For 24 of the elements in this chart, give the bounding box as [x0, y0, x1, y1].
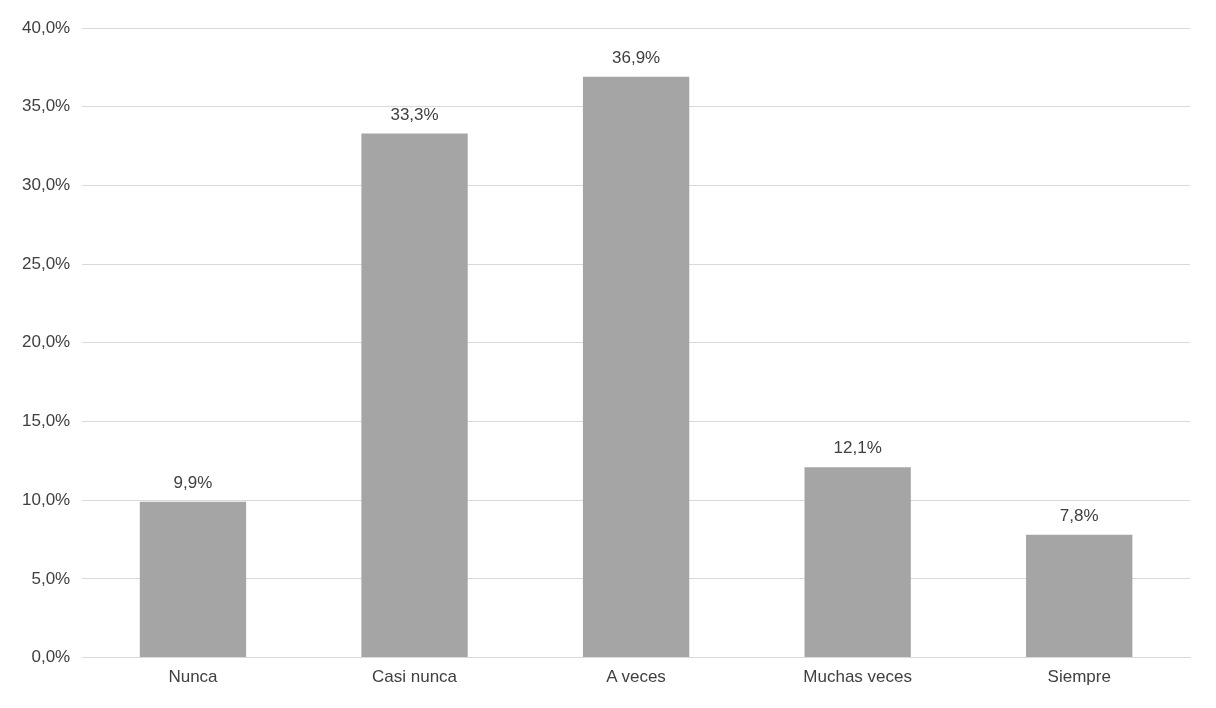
bar — [1026, 534, 1133, 658]
bar — [361, 133, 468, 658]
x-tick-label: A veces — [606, 667, 666, 687]
bar — [804, 467, 911, 658]
y-tick-label: 20,0% — [22, 332, 71, 352]
y-tick-label: 25,0% — [22, 253, 71, 273]
y-tick-label: 10,0% — [22, 489, 71, 509]
data-label: 33,3% — [390, 104, 439, 124]
bar — [139, 501, 247, 658]
x-tick-label: Casi nunca — [372, 667, 458, 687]
x-tick-label: Siempre — [1047, 667, 1111, 687]
data-label: 12,1% — [833, 438, 882, 458]
data-label: 9,9% — [173, 472, 213, 492]
data-label: 7,8% — [1059, 506, 1099, 526]
bar — [582, 76, 690, 658]
y-tick-label: 5,0% — [31, 568, 71, 588]
y-tick-label: 30,0% — [22, 175, 71, 195]
y-tick-label: 15,0% — [22, 411, 71, 431]
data-label: 36,9% — [612, 47, 661, 67]
y-tick-label: 40,0% — [22, 17, 71, 37]
y-tick-label: 35,0% — [22, 96, 71, 116]
y-tick-label: 0,0% — [31, 647, 71, 667]
x-tick-label: Muchas veces — [803, 667, 912, 687]
x-tick-label: Nunca — [168, 667, 219, 687]
